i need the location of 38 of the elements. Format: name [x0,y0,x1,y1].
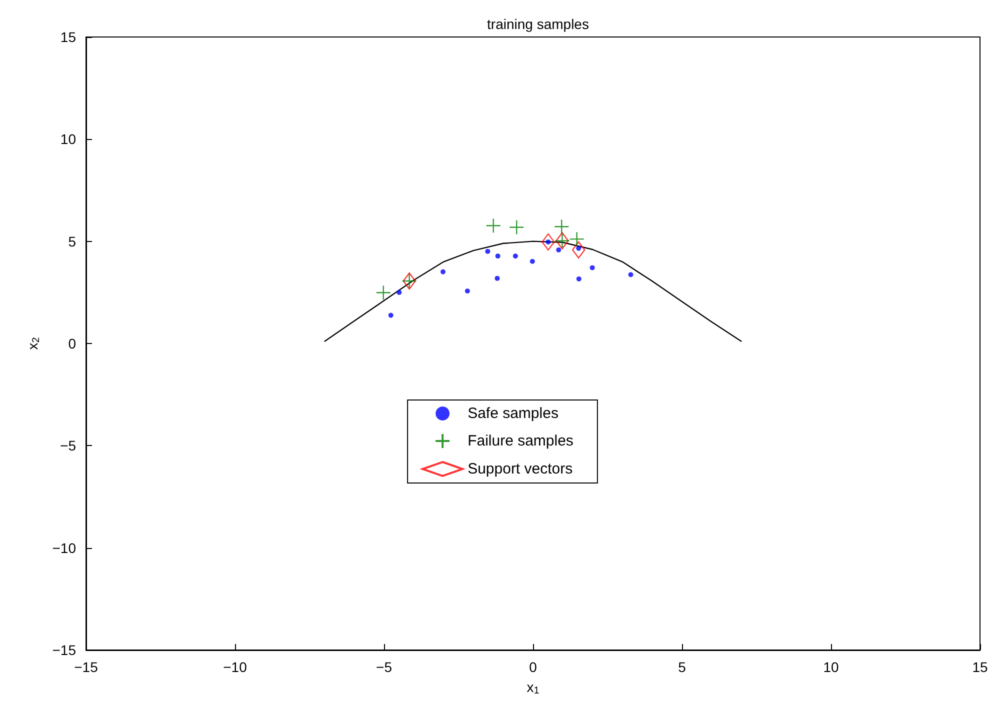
point [495,254,500,259]
point [464,288,470,294]
point [590,265,595,270]
legend-label: Support vectors [468,460,573,478]
x-tick-label: −5 [376,659,392,675]
point [485,248,490,254]
x-tick-label: 10 [823,659,839,675]
chart-title: training samples [487,16,589,32]
x-tick-label: −10 [223,659,248,675]
point [554,219,570,234]
x-tick-label: 0 [529,659,538,675]
y-axis-title: x2 [24,336,42,350]
y-tick-label: 10 [60,131,76,148]
point [576,276,582,282]
point [440,269,446,274]
point [388,312,394,318]
point [542,233,555,251]
y-tick-label: 15 [60,29,76,45]
y-tick-label: −15 [52,642,76,658]
point [509,220,524,235]
point [494,276,500,281]
x-tick-label: 15 [972,659,988,675]
legend-label: Failure samples [468,432,574,450]
point [572,241,586,259]
y-tick-label: −10 [52,540,76,556]
point [376,285,392,300]
point [396,290,402,295]
point [486,218,501,234]
legend-label: Safe samples [468,405,558,422]
point [628,272,634,278]
y-tick-label: 0 [68,336,76,352]
point [530,258,535,264]
point [512,254,518,259]
x-tick-label: 5 [678,659,686,675]
y-tick-label: −5 [60,438,76,454]
point [569,231,584,247]
y-tick-label: 5 [68,233,76,250]
point [556,247,562,252]
